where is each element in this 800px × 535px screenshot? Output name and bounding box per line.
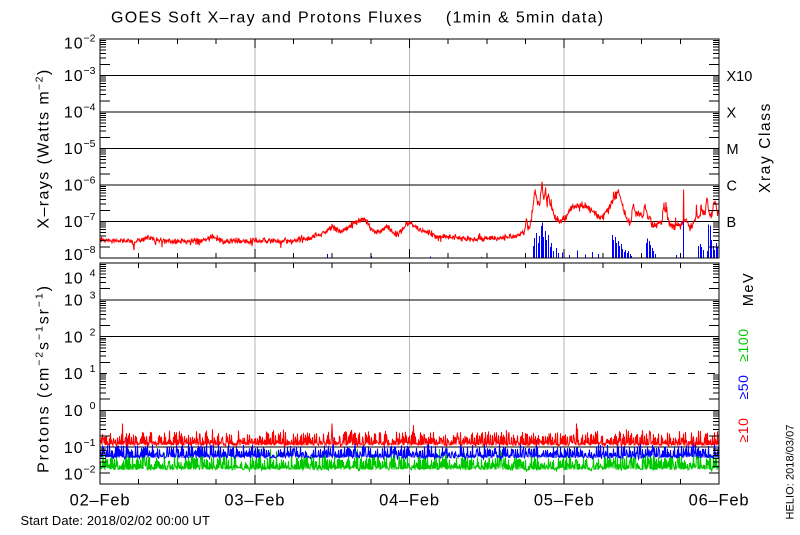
svg-text:X–rays (Watts m−2): X–rays (Watts m−2): [34, 68, 53, 228]
svg-text:HELIO: 2018/03/07: HELIO: 2018/03/07: [785, 424, 797, 519]
svg-text:10: 10: [64, 68, 84, 85]
svg-text:0: 0: [90, 400, 96, 412]
svg-text:2: 2: [90, 326, 96, 338]
svg-text:−6: −6: [84, 175, 96, 187]
svg-text:3: 3: [90, 289, 96, 301]
svg-text:≥100: ≥100: [735, 328, 751, 361]
svg-text:06–Feb: 06–Feb: [689, 492, 750, 510]
svg-text:10: 10: [64, 440, 84, 457]
svg-text:Protons (cm−2s−1sr−1): Protons (cm−2s−1sr−1): [34, 284, 53, 473]
svg-text:10: 10: [64, 247, 84, 264]
svg-text:≥10: ≥10: [735, 417, 751, 442]
svg-text:−7: −7: [84, 211, 96, 223]
svg-text:GOES Soft X–ray and Protons Fl: GOES Soft X–ray and Protons Fluxes (1min…: [111, 10, 604, 27]
svg-text:10: 10: [64, 403, 84, 420]
svg-text:Xray Class: Xray Class: [757, 102, 774, 193]
svg-text:−2: −2: [84, 33, 96, 45]
svg-text:02–Feb: 02–Feb: [70, 492, 131, 510]
svg-text:10: 10: [64, 36, 84, 53]
svg-text:X: X: [727, 105, 737, 121]
svg-text:M: M: [727, 142, 739, 158]
svg-text:B: B: [727, 215, 737, 231]
svg-text:X10: X10: [727, 69, 753, 85]
svg-text:10: 10: [64, 366, 84, 383]
svg-text:C: C: [727, 178, 737, 194]
svg-text:1: 1: [90, 363, 96, 375]
svg-text:≥50: ≥50: [735, 374, 751, 399]
svg-text:−8: −8: [84, 244, 96, 256]
svg-text:03–Feb: 03–Feb: [224, 492, 285, 510]
svg-text:10: 10: [64, 214, 84, 231]
svg-text:−2: −2: [84, 464, 96, 476]
svg-text:−1: −1: [84, 437, 96, 449]
svg-text:4: 4: [90, 268, 96, 280]
svg-text:04–Feb: 04–Feb: [379, 492, 440, 510]
svg-text:10: 10: [64, 141, 84, 158]
svg-text:MeV: MeV: [741, 272, 757, 306]
svg-text:10: 10: [64, 467, 84, 484]
svg-text:10: 10: [64, 178, 84, 195]
svg-text:−3: −3: [84, 65, 96, 77]
svg-text:Start Date: 2018/02/02 00:00 U: Start Date: 2018/02/02 00:00 UT: [21, 513, 210, 528]
svg-text:−4: −4: [84, 102, 96, 114]
svg-text:10: 10: [64, 292, 84, 309]
svg-text:10: 10: [64, 271, 84, 288]
svg-text:−5: −5: [84, 138, 96, 150]
svg-text:10: 10: [64, 105, 84, 122]
svg-text:10: 10: [64, 329, 84, 346]
svg-text:05–Feb: 05–Feb: [534, 492, 595, 510]
